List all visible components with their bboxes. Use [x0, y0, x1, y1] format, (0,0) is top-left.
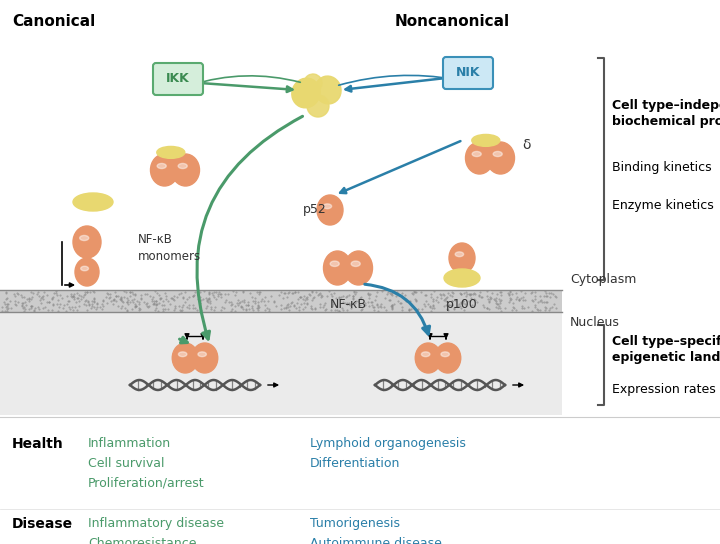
Ellipse shape	[179, 352, 187, 357]
Text: biochemical properties: biochemical properties	[612, 115, 720, 128]
Text: Cell type–specific: Cell type–specific	[612, 336, 720, 349]
Text: Inflammation: Inflammation	[88, 437, 171, 450]
Ellipse shape	[441, 352, 449, 357]
Text: Cell survival: Cell survival	[88, 457, 164, 470]
Ellipse shape	[330, 261, 339, 267]
Ellipse shape	[75, 258, 99, 286]
FancyBboxPatch shape	[443, 57, 493, 89]
FancyBboxPatch shape	[153, 63, 203, 95]
Text: Expression rates: Expression rates	[612, 384, 716, 397]
Text: NF-κB: NF-κB	[330, 298, 366, 311]
Text: Enzyme kinetics: Enzyme kinetics	[612, 199, 714, 212]
Ellipse shape	[81, 266, 89, 271]
Text: Tumorigenesis: Tumorigenesis	[310, 517, 400, 530]
Ellipse shape	[449, 243, 475, 273]
Text: NF-κB
monomers: NF-κB monomers	[138, 233, 201, 263]
Ellipse shape	[172, 343, 198, 373]
Text: p52: p52	[303, 203, 327, 217]
Ellipse shape	[178, 163, 187, 169]
Bar	[0, 290, 562, 312]
Text: Cytoplasm: Cytoplasm	[570, 273, 636, 286]
Text: Proliferation/arrest: Proliferation/arrest	[88, 477, 204, 490]
Ellipse shape	[344, 251, 372, 285]
Ellipse shape	[444, 269, 480, 287]
Text: IKK: IKK	[166, 72, 190, 85]
Ellipse shape	[150, 154, 179, 186]
Ellipse shape	[317, 195, 343, 225]
Text: Cell type–independent: Cell type–independent	[612, 98, 720, 112]
Text: Health: Health	[12, 437, 64, 451]
Ellipse shape	[304, 74, 322, 92]
Text: Noncanonical: Noncanonical	[395, 14, 510, 29]
Ellipse shape	[192, 343, 217, 373]
Ellipse shape	[487, 142, 515, 174]
Bar	[0, 415, 720, 544]
Text: Lymphoid organogenesis: Lymphoid organogenesis	[310, 437, 466, 450]
Text: Disease: Disease	[12, 517, 73, 531]
Ellipse shape	[493, 151, 503, 157]
Ellipse shape	[157, 163, 166, 169]
Ellipse shape	[472, 134, 500, 146]
Bar	[0, 0, 720, 290]
Ellipse shape	[472, 151, 481, 157]
Ellipse shape	[323, 204, 332, 209]
Ellipse shape	[307, 95, 329, 117]
Ellipse shape	[198, 352, 207, 357]
Bar	[0, 312, 562, 415]
Ellipse shape	[73, 193, 113, 211]
Text: Inflammatory disease: Inflammatory disease	[88, 517, 224, 530]
Ellipse shape	[315, 76, 341, 104]
Ellipse shape	[351, 261, 360, 267]
Text: epigenetic landscape: epigenetic landscape	[612, 351, 720, 364]
Text: Autoimmune disease: Autoimmune disease	[310, 537, 442, 544]
Ellipse shape	[292, 78, 320, 108]
Ellipse shape	[466, 142, 493, 174]
Text: p100: p100	[446, 298, 478, 311]
Text: Nucleus: Nucleus	[570, 316, 620, 329]
Text: δ: δ	[522, 138, 531, 152]
Text: NIK: NIK	[456, 66, 480, 79]
Text: Canonical: Canonical	[12, 14, 95, 29]
Ellipse shape	[435, 343, 461, 373]
Text: Binding kinetics: Binding kinetics	[612, 162, 711, 175]
Ellipse shape	[421, 352, 430, 357]
Ellipse shape	[157, 146, 185, 158]
Ellipse shape	[80, 236, 89, 240]
Ellipse shape	[455, 252, 464, 257]
Ellipse shape	[171, 154, 199, 186]
Ellipse shape	[415, 343, 441, 373]
Ellipse shape	[73, 226, 101, 258]
Text: Differentiation: Differentiation	[310, 457, 400, 470]
Text: Chemoresistance: Chemoresistance	[88, 537, 197, 544]
Ellipse shape	[323, 251, 351, 285]
